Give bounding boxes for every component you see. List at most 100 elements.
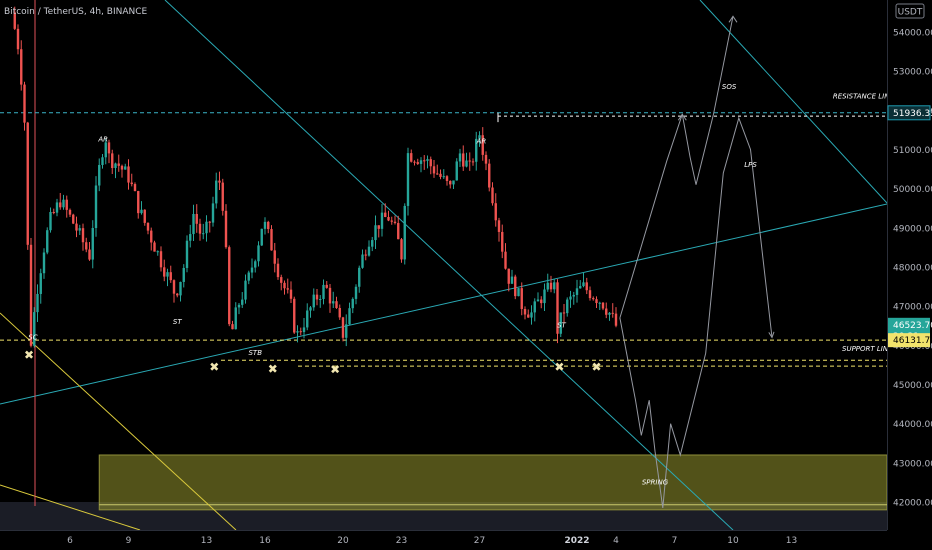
candle-body <box>319 299 322 301</box>
descending-channel-outer <box>699 0 887 204</box>
x-mark-3: ✖ <box>330 363 340 377</box>
candle-55 <box>192 204 195 241</box>
support-price-tag[interactable]: 46131.71 <box>888 333 932 348</box>
resistance-price-tag[interactable]: 51936.33 <box>887 105 932 121</box>
candle-133 <box>445 175 449 186</box>
candle-172 <box>572 291 575 305</box>
candle-161 <box>536 292 540 302</box>
x-mark-2: ✖ <box>268 362 278 376</box>
annotation-support-lines: SUPPORT LINES <box>842 345 898 353</box>
candle-body <box>104 142 107 158</box>
candle-body <box>286 288 289 290</box>
annotation-sos: SOS <box>722 83 737 91</box>
candle-body <box>293 298 296 333</box>
candle-body <box>419 160 423 164</box>
chart-title: Bitcoin / TetherUS, 4h, BINANCE <box>4 7 148 17</box>
candle-body <box>163 267 166 277</box>
candle-body <box>390 220 393 222</box>
candle-body <box>172 280 176 294</box>
candle-177 <box>588 286 592 301</box>
candle-98 <box>332 291 335 309</box>
candle-body <box>546 282 549 290</box>
candle-130 <box>436 164 439 175</box>
candle-body <box>458 153 462 162</box>
level-lines-layer <box>0 112 887 367</box>
candle-135 <box>452 180 455 189</box>
annotation-st: ST <box>557 322 566 330</box>
candle-body <box>195 213 198 224</box>
candle-body <box>595 299 598 304</box>
candle-169 <box>562 304 566 324</box>
candle-body <box>442 176 445 178</box>
candle-body <box>393 221 397 224</box>
candle-body <box>68 209 72 215</box>
candle-29 <box>107 139 111 164</box>
time-tick-label: 20 <box>337 536 349 546</box>
candle-70 <box>241 292 244 308</box>
candle-109 <box>367 240 371 257</box>
candle-body <box>488 163 491 188</box>
current-price-tag-text: 46523.70 <box>893 321 932 331</box>
candle-173 <box>575 279 579 303</box>
candle-body <box>549 282 553 290</box>
descending-channel-upper <box>164 0 734 530</box>
currency-badge[interactable]: USDT <box>895 3 925 19</box>
candle-body <box>250 267 254 273</box>
candle-57 <box>198 218 202 241</box>
candle-body <box>244 280 247 300</box>
candle-22 <box>85 237 88 253</box>
annotation-spring: SPRING <box>642 478 669 486</box>
price-axis[interactable]: 42000.0043000.0044000.0045000.0046000.00… <box>887 0 932 550</box>
candle-174 <box>579 280 582 289</box>
candle-body <box>159 251 163 268</box>
candle-78 <box>267 220 270 234</box>
candle-body <box>397 223 400 240</box>
candle-138 <box>462 145 465 171</box>
candle-47 <box>166 268 169 287</box>
candle-body <box>322 284 325 300</box>
candle-body <box>315 294 319 300</box>
candle-121 <box>406 147 410 216</box>
candle-144 <box>481 127 484 161</box>
time-tick-label: 13 <box>201 536 212 546</box>
candle-33 <box>120 164 124 178</box>
candle-body <box>62 199 65 208</box>
candle-145 <box>484 151 488 171</box>
candle-100 <box>338 304 341 320</box>
candle-body <box>150 230 153 243</box>
time-tick-label: 13 <box>786 536 797 546</box>
candle-123 <box>413 160 416 166</box>
candle-body <box>491 187 494 204</box>
candle-body <box>130 182 133 185</box>
candle-85 <box>289 281 293 304</box>
candle-body <box>241 299 244 305</box>
candle-body <box>88 249 91 260</box>
candle-body <box>267 221 270 230</box>
candle-body <box>276 263 280 278</box>
candle-51 <box>179 281 182 302</box>
candle-110 <box>371 236 374 252</box>
candle-69 <box>237 302 241 315</box>
candle-body <box>527 314 530 318</box>
candle-body <box>426 159 429 161</box>
candle-157 <box>523 306 527 320</box>
candle-body <box>540 299 543 304</box>
candle-body <box>65 199 68 210</box>
candle-body <box>371 240 374 247</box>
candle-body <box>78 228 81 231</box>
candle-body <box>94 185 98 228</box>
candle-3 <box>23 81 26 131</box>
candles-layer <box>13 6 618 348</box>
candle-163 <box>543 283 546 311</box>
yellow-lower-diagonal <box>0 484 141 530</box>
time-axis[interactable]: 6 9 13 16 20 23 27 2022 4 7 10 13 <box>0 530 932 550</box>
candle-76 <box>260 228 263 247</box>
candle-body <box>55 202 59 213</box>
candle-118 <box>397 215 400 240</box>
resistance-price-tag-bg <box>887 105 931 121</box>
candle-body <box>501 231 504 252</box>
candle-body <box>185 240 189 268</box>
plot-area[interactable]: ✖ ✖ ✖ ✖ ✖ ✖ SC AR ST STB AR ST SOS LPS RESISTANCE LIN… <box>0 0 899 530</box>
